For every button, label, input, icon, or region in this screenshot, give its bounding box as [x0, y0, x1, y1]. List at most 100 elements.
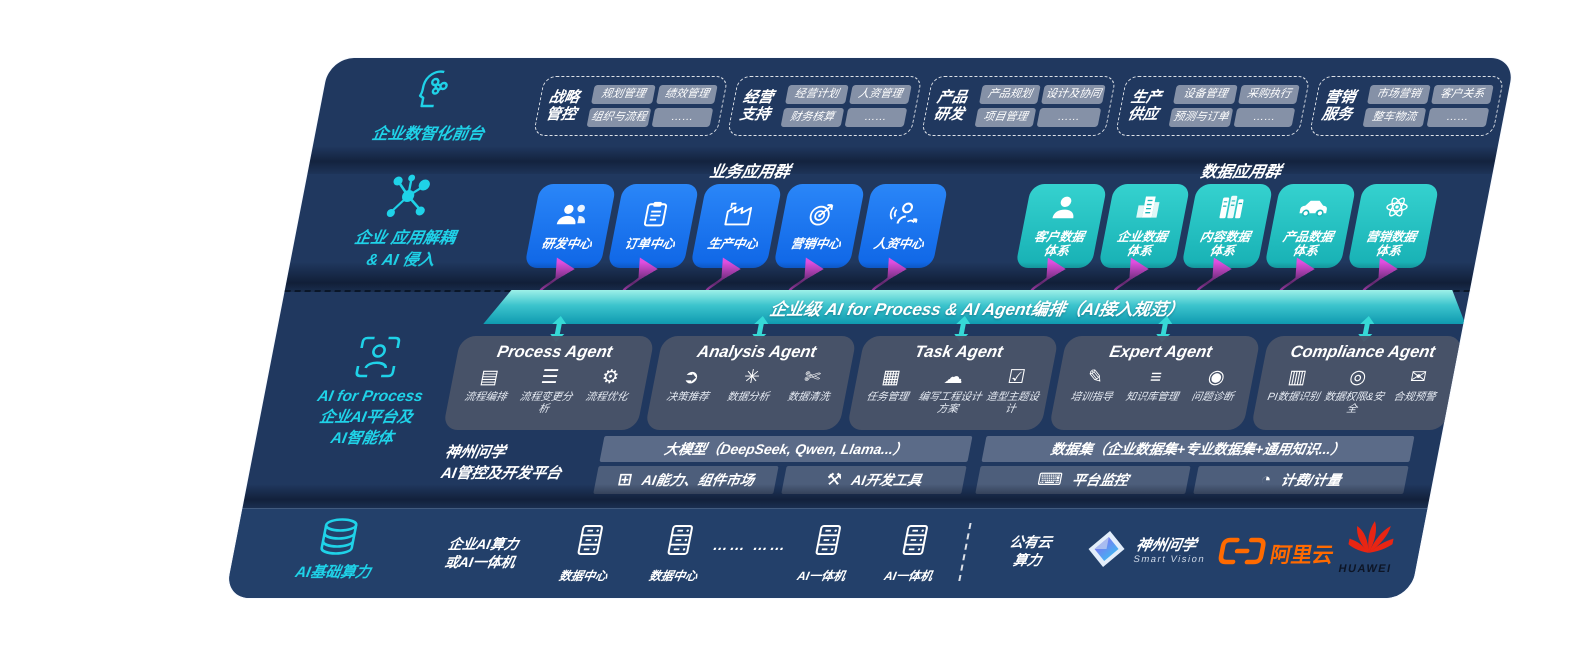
- data-cleaning-icon: ✄: [802, 367, 823, 388]
- data-box-label: 营销数据体系: [1364, 230, 1418, 258]
- group-name: 生产供应: [1126, 89, 1163, 123]
- agent-item: ✉ 合规预警: [1381, 367, 1450, 415]
- diagnosis-icon: ◉: [1205, 367, 1227, 388]
- agent-item: ◎ 数据权限&安全: [1321, 367, 1390, 415]
- huawei-logo: HUAWEI: [1337, 519, 1401, 575]
- building-icon: [1131, 194, 1165, 225]
- pill: 采购执行: [1238, 85, 1300, 104]
- cell-billing-metering: ◔ 计费/计量: [1193, 466, 1409, 494]
- server-icon: [662, 523, 698, 562]
- smartvision-logo: 神州问学 Smart Vision: [1082, 529, 1211, 574]
- architecture-panel: 企业数智化前台 战略管控 规划管理 绩效管理 组织与流程 …… 经营支持 经营计…: [225, 58, 1515, 598]
- content-bars-icon: [1214, 194, 1248, 225]
- aliyun-logo: 阿里云: [1215, 537, 1336, 570]
- hr-people-icon: [886, 201, 922, 232]
- data-box-enterprise: 企业数据体系: [1098, 184, 1191, 268]
- knowledge-base-icon: ≡: [1148, 367, 1164, 388]
- person-scan-icon: [350, 334, 404, 385]
- server-icon: [572, 523, 608, 562]
- group-name: 营销服务: [1320, 89, 1357, 123]
- agent-item-label: 编写工程设计方案: [917, 391, 983, 415]
- pill: ……: [651, 108, 714, 127]
- decision-icon: ➲: [681, 367, 702, 388]
- person-icon: [1049, 194, 1081, 225]
- agent-item: ✄ 数据清洗: [777, 367, 844, 403]
- enterprise-compute-label-2: 或AI一体机: [443, 554, 517, 570]
- agent-item-label: 合规预警: [1392, 391, 1437, 403]
- pill: 设计及协同: [1041, 85, 1106, 104]
- enterprise-compute-label-1: 企业AI算力: [446, 536, 521, 552]
- agent-title: Expert Agent: [1108, 343, 1214, 361]
- agent-item-label: PI数据识别: [1266, 391, 1321, 403]
- training-icon: ✎: [1085, 367, 1106, 388]
- data-box-label: 企业数据体系: [1115, 230, 1169, 258]
- app-box-label: 研发中心: [540, 237, 594, 251]
- node-datacenter-1: 数据中心: [558, 523, 618, 584]
- agent-item-label: 流程变更分析: [518, 391, 574, 415]
- app-box-rd-center: 研发中心: [524, 184, 617, 268]
- aliyun-bracket-icon: [1215, 537, 1267, 570]
- agent-item-label: 造型主题设计: [985, 391, 1041, 415]
- agent-item-label: 数据权限&安全: [1323, 391, 1385, 415]
- ai-head-icon: [403, 68, 462, 125]
- atom-icon: [1380, 194, 1414, 225]
- cell-ai-dev-tools: ⚒ AI开发工具: [781, 466, 967, 494]
- server-icon: [897, 523, 933, 562]
- users-icon: [552, 201, 592, 232]
- monitoring-icon: ⌨: [1035, 470, 1065, 489]
- pill: 经营计划: [785, 85, 849, 104]
- cell-label: 计费/计量: [1279, 472, 1343, 488]
- app-box-order-center: 订单中心: [607, 184, 700, 268]
- change-analysis-icon: ☰: [539, 367, 561, 388]
- agent-item-label: 数据清洗: [786, 391, 831, 403]
- cell-label: AI能力、组件市场: [640, 472, 756, 488]
- pill: 绩效管理: [656, 85, 718, 104]
- ellipsis-nodes: …… ……: [711, 537, 790, 554]
- pill: 产品规划: [979, 85, 1041, 104]
- data-box-label: 客户数据体系: [1032, 230, 1086, 258]
- node-label: 数据中心: [647, 569, 699, 583]
- cell-label: AI开发工具: [850, 472, 924, 488]
- smartvision-name-en: Smart Vision: [1132, 554, 1207, 565]
- orchestration-band: 企业级 AI for Process & AI Agent编排（AI接入规范）: [483, 290, 1472, 324]
- design-doc-icon: ☁: [942, 367, 966, 388]
- app-box-marketing-center: 营销中心: [773, 184, 866, 268]
- agent-item: ✎ 培训指导: [1060, 367, 1127, 403]
- component-market-icon: ⊞: [616, 470, 635, 489]
- pill: ……: [1233, 108, 1296, 127]
- orchestration-band-title: 企业级 AI for Process & AI Agent编排（AI接入规范）: [768, 299, 1187, 319]
- public-cloud-label-2: 算力: [1011, 552, 1043, 568]
- agent-item-label: 培训指导: [1069, 391, 1114, 403]
- factory-icon: [720, 201, 756, 232]
- pill: 财务核算: [780, 108, 844, 127]
- clipboard-icon: [640, 201, 670, 232]
- group-strategy: 战略管控 规划管理 绩效管理 组织与流程 ……: [532, 76, 729, 136]
- pill: 预测与订单: [1168, 108, 1234, 127]
- app-box-production-center: 生产中心: [690, 184, 783, 268]
- data-box-label: 产品数据体系: [1281, 230, 1335, 258]
- agent-title: Task Agent: [913, 343, 1005, 361]
- pill: ……: [1036, 108, 1102, 127]
- group-name: 经营支持: [738, 89, 775, 123]
- data-apps-title: 数据应用群: [1199, 164, 1283, 181]
- agent-item-label: 流程优化: [584, 391, 629, 403]
- app-box-label: 生产中心: [706, 237, 760, 251]
- node-label: 数据中心: [557, 569, 609, 583]
- agent-item: ▤ 流程编排: [452, 367, 521, 415]
- node-label: AI一体机: [882, 569, 934, 583]
- data-box-marketing: 营销数据体系: [1347, 184, 1440, 268]
- model-bar: 大模型（DeepSeek, Qwen, Llama...）: [599, 436, 973, 462]
- agent-item: ⚙ 流程优化: [573, 367, 642, 415]
- node-ai-appliance-1: AI一体机: [796, 523, 856, 584]
- pill: 规划管理: [591, 85, 656, 104]
- app-layer-label-2: & AI 侵入: [365, 252, 437, 269]
- data-box-customer: 客户数据体系: [1015, 184, 1108, 268]
- dev-tools-icon: ⚒: [824, 470, 844, 489]
- server-icon: [810, 523, 846, 562]
- node-ai-appliance-2: AI一体机: [883, 523, 943, 584]
- business-apps-title: 业务应用群: [708, 164, 792, 181]
- app-box-label: 订单中心: [623, 237, 677, 251]
- huawei-name: HUAWEI: [1337, 563, 1393, 575]
- database-icon: [312, 517, 365, 562]
- car-icon: [1295, 194, 1333, 225]
